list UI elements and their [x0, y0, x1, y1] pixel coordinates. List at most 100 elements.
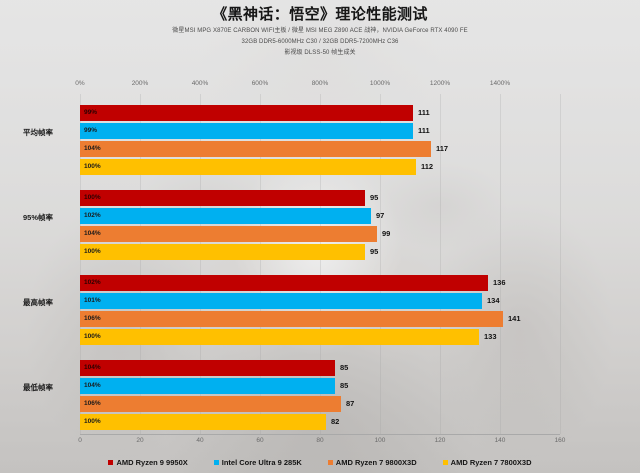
bar-percent-label: 100% — [84, 194, 101, 201]
bar-value-label: 95 — [370, 193, 379, 202]
bar — [80, 293, 482, 309]
gridline — [140, 94, 141, 434]
bar — [80, 226, 377, 242]
bar-value-label: 133 — [484, 332, 497, 341]
bar-value-label: 95 — [370, 247, 379, 256]
legend-item: AMD Ryzen 9 9950X — [108, 458, 188, 467]
bar — [80, 275, 488, 291]
bar — [80, 105, 413, 121]
primary-axis-tick: 60 — [256, 437, 264, 444]
bar-percent-label: 100% — [84, 163, 101, 170]
bar-percent-label: 99% — [84, 109, 98, 116]
secondary-axis-tick: 200% — [131, 80, 149, 87]
bar-value-label: 111 — [418, 126, 430, 135]
secondary-axis-top: 0% 200% 400% 600% 800% 1000% 1200% 1400% — [0, 80, 640, 92]
bar-percent-label: 102% — [84, 279, 101, 286]
legend-item: AMD Ryzen 7 9800X3D — [327, 458, 417, 467]
subtitle-line-1: 微星MSI MPG X870E CARBON WIFI主板 / 微星 MSI M… — [172, 28, 468, 34]
bar — [80, 141, 431, 157]
primary-axis-tick: 160 — [554, 437, 566, 444]
bar-percent-label: 104% — [84, 230, 101, 237]
gridline — [440, 94, 441, 434]
legend-item: Intel Core Ultra 9 285K — [213, 458, 302, 467]
secondary-axis-tick: 600% — [251, 80, 269, 87]
bar-percent-label: 101% — [84, 297, 101, 304]
secondary-axis-tick: 400% — [191, 80, 209, 87]
bar-value-label: 99 — [382, 229, 391, 238]
gridline — [560, 94, 561, 434]
gridline — [80, 94, 81, 434]
secondary-axis-tick: 0% — [75, 80, 85, 87]
secondary-axis-tick: 1400% — [489, 80, 511, 87]
bar-value-label: 85 — [340, 381, 349, 390]
bar-value-label: 117 — [436, 144, 449, 153]
bar-value-label: 134 — [487, 296, 500, 305]
legend-swatch-icon — [327, 460, 333, 465]
gridline — [500, 94, 501, 434]
page-title: 《黑神话：悟空》理论性能测试 — [212, 6, 428, 23]
bar-percent-label: 104% — [84, 145, 101, 152]
bar — [80, 311, 503, 327]
secondary-axis-tick: 800% — [311, 80, 329, 87]
bar — [80, 244, 365, 260]
legend-label: AMD Ryzen 7 7800X3D — [450, 458, 532, 467]
legend-label: Intel Core Ultra 9 285K — [221, 458, 302, 467]
primary-axis-tick: 120 — [434, 437, 446, 444]
bar — [80, 329, 479, 345]
bar-value-label: 111 — [418, 108, 430, 117]
bar — [80, 208, 371, 224]
primary-axis-tick: 40 — [196, 437, 204, 444]
category-label: 最高帧率 — [23, 298, 53, 307]
bar — [80, 378, 335, 394]
bar-percent-label: 104% — [84, 382, 101, 389]
primary-axis-tick: 140 — [494, 437, 506, 444]
bar — [80, 159, 416, 175]
primary-axis-tick: 80 — [316, 437, 324, 444]
subtitle-line-2: 32GB DDR5-6000MHz C30 / 32GB DDR5-7200MH… — [241, 39, 399, 45]
bar-percent-label: 99% — [84, 127, 98, 134]
secondary-axis-tick: 1200% — [429, 80, 451, 87]
bar-value-label: 141 — [508, 314, 521, 323]
bar-percent-label: 100% — [84, 418, 101, 425]
bar-value-label: 97 — [376, 211, 385, 220]
bar — [80, 190, 365, 206]
bar-percent-label: 100% — [84, 333, 101, 340]
bar — [80, 123, 413, 139]
bar-percent-label: 104% — [84, 364, 101, 371]
bar — [80, 396, 341, 412]
secondary-axis-tick: 1000% — [369, 80, 391, 87]
bar-value-label: 85 — [340, 363, 349, 372]
legend-item: AMD Ryzen 7 7800X3D — [442, 458, 532, 467]
category-label: 平均帧率 — [23, 128, 53, 137]
category-label: 最低帧率 — [23, 383, 53, 392]
primary-axis-bottom: 0 20 40 60 80 100 120 140 160 — [0, 437, 640, 449]
gridline — [320, 94, 321, 434]
legend-label: AMD Ryzen 7 9800X3D — [335, 458, 417, 467]
primary-axis-tick: 100 — [374, 437, 386, 444]
chart-header: 《黑神话：悟空》理论性能测试 微星MSI MPG X870E CARBON WI… — [0, 4, 640, 59]
chart-legend: AMD Ryzen 9 9950X Intel Core Ultra 9 285K… — [0, 458, 640, 467]
axis-line — [80, 434, 560, 435]
bar — [80, 414, 326, 430]
subtitle-line-3: 影视级 DLSS-50 帧生成关 — [284, 50, 356, 56]
category-label: 95%帧率 — [22, 213, 53, 222]
legend-label: AMD Ryzen 9 9950X — [116, 458, 188, 467]
bar-percent-label: 106% — [84, 315, 101, 322]
bar — [80, 360, 335, 376]
bar-value-label: 136 — [493, 278, 506, 287]
primary-axis-tick: 20 — [136, 437, 144, 444]
bar-value-label: 82 — [331, 417, 340, 426]
legend-swatch-icon — [442, 460, 448, 465]
bar-percent-label: 106% — [84, 400, 101, 407]
bar-value-label: 87 — [346, 399, 355, 408]
primary-axis-tick: 0 — [78, 437, 82, 444]
bar-percent-label: 102% — [84, 212, 101, 219]
legend-swatch-icon — [213, 460, 219, 465]
bar-percent-label: 100% — [84, 248, 101, 255]
gridline — [200, 94, 201, 434]
bar-value-label: 112 — [421, 162, 434, 171]
legend-swatch-icon — [108, 460, 114, 465]
gridline — [260, 94, 261, 434]
